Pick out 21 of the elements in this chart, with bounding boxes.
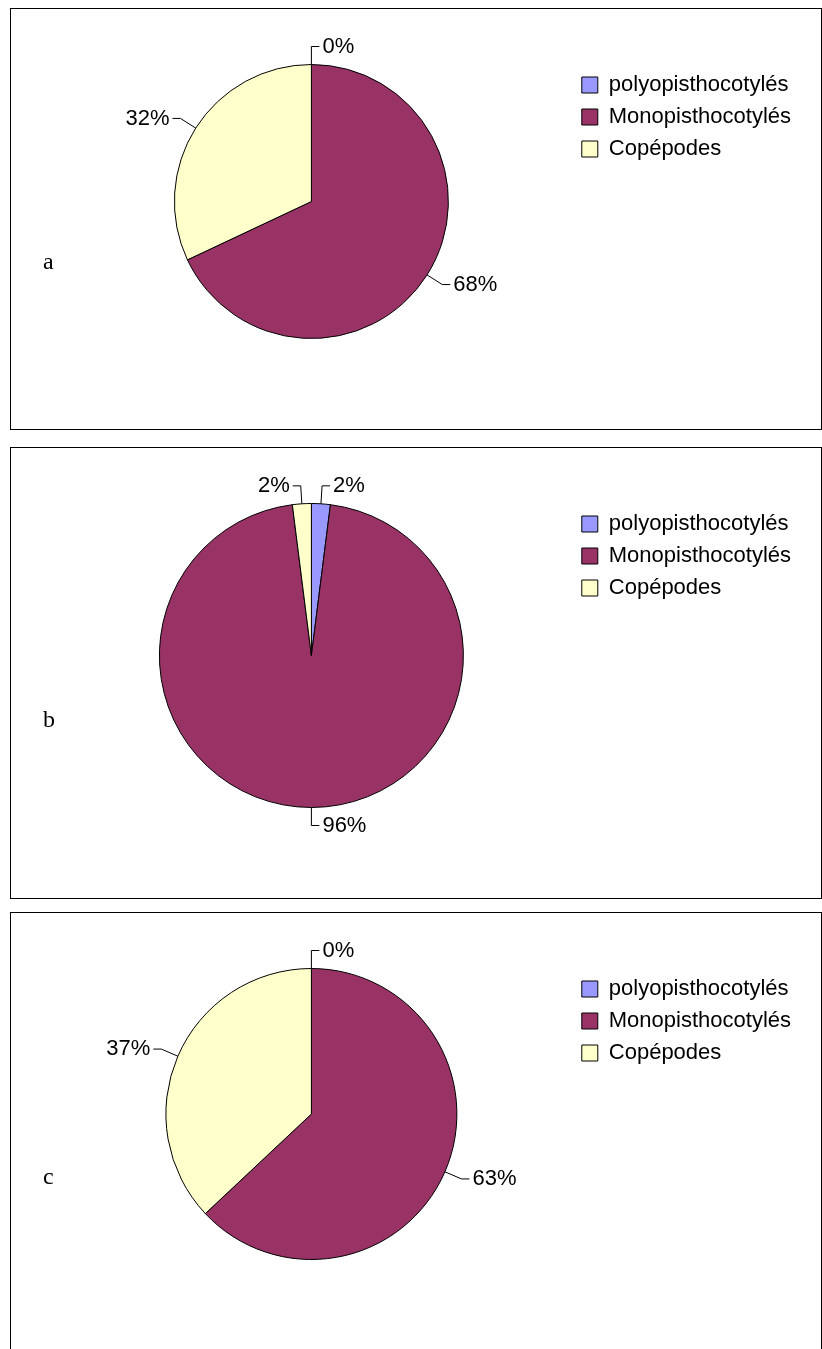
legend-label: Monopisthocotylés [608,103,792,129]
data-label: 37% [106,1035,151,1061]
data-label: 63% [472,1165,517,1190]
text: c [43,1162,54,1189]
legend-label: Monopisthocotylés [608,542,792,568]
data-label: 2% [257,471,290,497]
data-label: 2% [333,471,365,497]
text: b [43,706,55,732]
legend-label: polyopisthocotylés [608,71,789,97]
data-label: 96% [322,811,367,837]
legend-label: Copépodes [608,574,722,600]
legend-label: polyopisthocotylés [608,975,789,1001]
text: 0% [322,936,355,962]
legend-label: polyopisthocotylés [608,510,789,536]
data-label: 68% [453,270,498,296]
legend-label: Copépodes [608,135,722,161]
legend-label: Monopisthocotylés [608,1007,792,1033]
text: 0% [322,32,355,58]
data-label: 32% [125,104,170,130]
legend-label: Copépodes [608,1039,722,1065]
text: a [43,248,54,275]
